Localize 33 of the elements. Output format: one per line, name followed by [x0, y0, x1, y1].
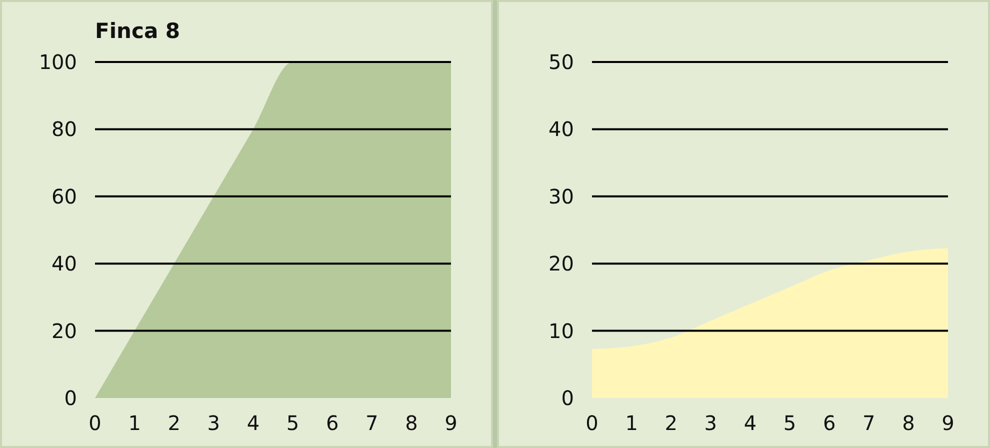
x-tick-label: 3: [704, 411, 718, 435]
x-tick-label: 0: [586, 411, 598, 435]
x-tick-label: 0: [88, 411, 102, 435]
y-tick-label: 20: [548, 252, 574, 276]
x-tick-label: 2: [168, 411, 180, 435]
x-tick-label: 8: [405, 411, 418, 435]
x-tick-label: 4: [744, 411, 757, 435]
x-tick-label: 5: [286, 411, 300, 435]
y-tick-label: 0: [64, 386, 77, 410]
x-tick-label: 6: [822, 411, 836, 435]
x-tick-label: 6: [326, 411, 339, 435]
y-tick-label: 60: [52, 184, 77, 208]
x-tick-label: 9: [942, 411, 954, 435]
y-tick-label: 40: [548, 117, 574, 142]
y-tick-label: 80: [52, 117, 77, 142]
x-tick-label: 5: [783, 411, 796, 435]
x-tick-label: 9: [444, 411, 458, 435]
y-tick-label: 30: [548, 184, 574, 208]
y-tick-label: 20: [52, 318, 77, 343]
x-tick-label: 7: [366, 411, 378, 435]
x-tick-label: 1: [625, 411, 638, 435]
x-tick-label: 1: [128, 411, 141, 435]
y-tick-label: 10: [548, 318, 574, 343]
x-tick-label: 4: [246, 411, 260, 435]
y-tick-label: 40: [52, 252, 77, 276]
y-tick-label: 100: [38, 50, 77, 74]
x-tick-label: 2: [664, 411, 678, 435]
x-tick-label: 3: [207, 411, 220, 435]
y-tick-label: 50: [548, 50, 574, 74]
chart-title: Finca 8: [95, 19, 180, 43]
x-tick-label: 7: [862, 411, 876, 435]
y-tick-label: 0: [561, 386, 574, 410]
x-tick-label: 8: [902, 411, 915, 435]
